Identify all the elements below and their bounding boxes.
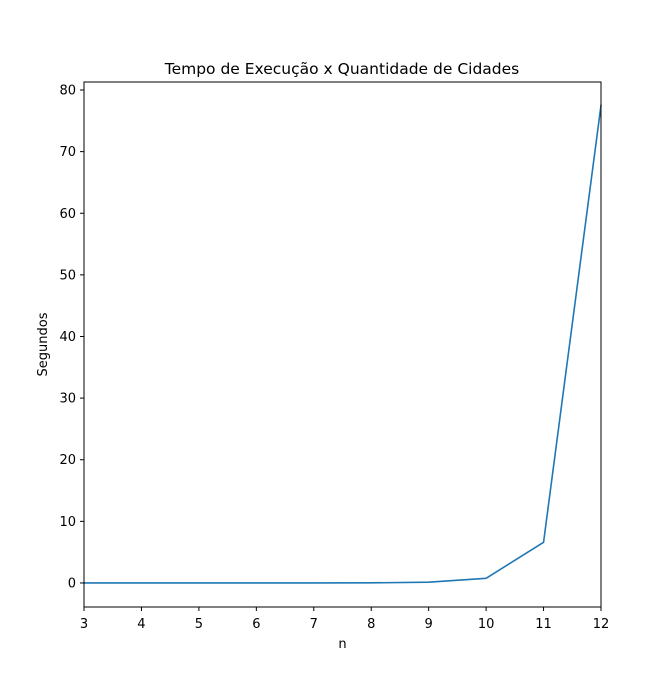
x-axis-ticks: 3 4 5 6 7 8 9 10 11 12 <box>80 607 609 632</box>
x-tick-label: 6 <box>252 617 260 632</box>
plot-frame <box>83 81 602 608</box>
x-tick-label: 8 <box>367 617 375 632</box>
chart-title: Tempo de Execução x Quantidade de Cidade… <box>164 60 520 78</box>
y-tick-label: 40 <box>59 330 76 345</box>
y-tick-label: 20 <box>59 453 76 468</box>
plot-area <box>83 104 602 584</box>
y-tick-label: 50 <box>59 268 76 283</box>
series-line <box>83 104 602 584</box>
y-axis-label: Segundos <box>36 312 51 376</box>
x-tick-label: 7 <box>310 617 318 632</box>
x-tick-label: 11 <box>535 617 552 632</box>
y-tick-label: 70 <box>59 145 76 160</box>
x-tick-label: 10 <box>478 617 495 632</box>
y-tick-label: 60 <box>59 207 76 222</box>
y-axis-ticks: 0 10 20 30 40 50 60 70 80 <box>59 84 84 591</box>
y-tick-label: 10 <box>59 515 76 530</box>
y-tick-label: 80 <box>59 84 76 99</box>
x-tick-label: 5 <box>195 617 203 632</box>
y-tick-label: 30 <box>59 392 76 407</box>
x-tick-label: 3 <box>80 617 88 632</box>
x-tick-label: 9 <box>425 617 433 632</box>
x-tick-label: 12 <box>593 617 610 632</box>
x-axis-label: n <box>338 637 346 652</box>
x-tick-label: 4 <box>137 617 145 632</box>
y-tick-label: 0 <box>68 576 76 591</box>
